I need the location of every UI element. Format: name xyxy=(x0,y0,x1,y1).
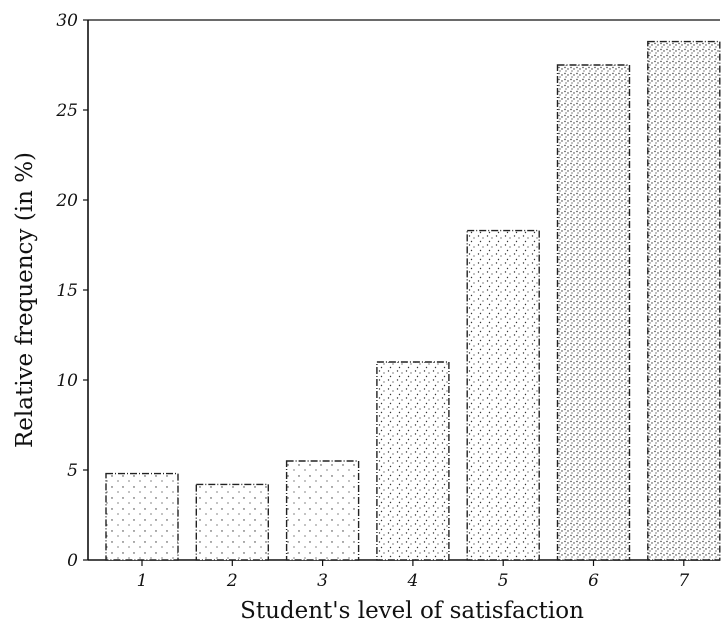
x-axis-title: Student's level of satisfaction xyxy=(240,598,584,624)
x-ticks-group: 1 2 3 4 5 6 7 xyxy=(137,560,689,591)
y-tick-label: 25 xyxy=(55,101,78,121)
x-tick-label: 1 xyxy=(137,571,148,591)
bar-6 xyxy=(556,64,631,561)
y-tick-label: 10 xyxy=(56,371,78,391)
x-tick-label: 6 xyxy=(588,571,599,591)
x-tick-label: 2 xyxy=(226,571,238,591)
x-tick-label: 7 xyxy=(678,571,689,591)
bar-2 xyxy=(195,483,270,561)
bar-3 xyxy=(285,460,360,561)
y-tick-label: 0 xyxy=(67,551,78,571)
bars-group xyxy=(105,40,721,561)
bar-7 xyxy=(647,40,721,561)
y-tick-label: 15 xyxy=(56,281,78,301)
bar-5 xyxy=(466,229,540,561)
bar-4 xyxy=(376,361,450,561)
y-tick-label: 20 xyxy=(55,191,78,211)
x-tick-label: 5 xyxy=(498,571,509,591)
y-tick-label: 5 xyxy=(67,461,78,481)
x-tick-label: 4 xyxy=(406,571,418,591)
bar-1 xyxy=(105,472,179,561)
y-ticks-group: 0 5 10 15 20 25 30 xyxy=(55,11,88,571)
y-axis-title: Relative frequency (in %) xyxy=(12,152,38,448)
y-tick-label: 30 xyxy=(56,11,78,31)
x-tick-label: 3 xyxy=(317,571,328,591)
